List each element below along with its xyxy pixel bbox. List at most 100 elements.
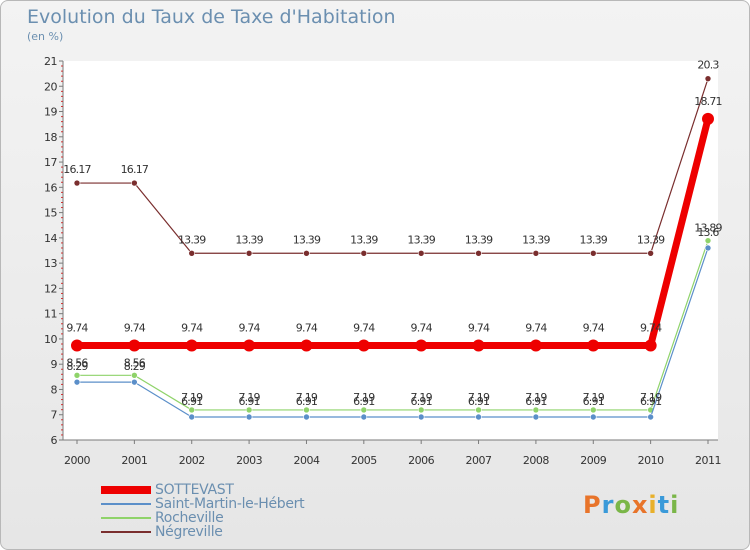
data-label-n-greville: 13.39	[293, 233, 321, 246]
series-point-rocheville	[532, 406, 540, 414]
legend-swatch-saint-martin	[101, 503, 151, 505]
x-tick-label: 2011	[695, 454, 721, 467]
data-label-rocheville: 7.19	[411, 391, 433, 404]
series-point-sottevast	[185, 339, 198, 352]
y-tick-label: 15	[44, 207, 57, 220]
series-point-n-greville	[131, 179, 138, 187]
data-label-rocheville: 8.56	[124, 356, 146, 369]
series-point-sottevast	[472, 339, 485, 352]
chart-axes: 6 7 8 9 10 11 12 13 14 15 16 17 18 19 20 21 2000 2001 2002…	[44, 55, 722, 467]
y-tick-label: 7	[51, 409, 58, 422]
logo-letter: r	[601, 491, 615, 519]
series-point-rocheville	[589, 406, 597, 414]
y-tick-label: 14	[44, 232, 57, 245]
data-label-saint-martin-le-h-bert: 13.6	[697, 226, 719, 239]
series-point-sottevast	[529, 339, 542, 352]
chart-title: Evolution du Taux de Taxe d'Habitation	[27, 6, 396, 28]
legend-label-sottevast: SOTTEVAST	[155, 482, 234, 498]
series-line-rocheville	[77, 240, 709, 411]
series-point-n-greville	[589, 249, 597, 257]
series-point-n-greville	[303, 249, 310, 257]
legend-swatch-sottevast	[101, 486, 151, 494]
y-tick-label: 17	[44, 156, 57, 169]
series-line-saint-martin-le-h-bert	[77, 247, 709, 418]
series-point-rocheville	[188, 406, 196, 414]
series-point-n-greville	[360, 249, 368, 257]
legend-label-negreville: Négreville	[155, 524, 223, 540]
x-tick-label: 2010	[638, 454, 664, 467]
logo-letter: t	[657, 491, 671, 519]
series-point-saint-martin-le-h-bert	[360, 413, 368, 421]
series-point-sottevast	[357, 339, 370, 352]
data-label-saint-martin-le-h-bert: 6.91	[181, 395, 202, 408]
y-tick-label: 6	[51, 434, 58, 447]
y-tick-label: 20	[44, 80, 57, 93]
series-point-n-greville	[245, 249, 253, 257]
y-tick-label: 21	[44, 55, 57, 68]
series-point-saint-martin-le-h-bert	[188, 413, 196, 421]
series-point-n-greville	[704, 75, 712, 82]
data-label-n-greville: 13.39	[235, 233, 263, 246]
series-point-rocheville	[73, 372, 81, 379]
data-label-rocheville: 8.56	[66, 356, 88, 369]
data-label-rocheville: 7.19	[468, 391, 490, 404]
data-label-n-greville: 13.39	[522, 233, 550, 246]
y-tick-label: 16	[44, 181, 57, 194]
series-point-rocheville	[303, 406, 310, 414]
logo-letter: P	[583, 491, 602, 519]
series-point-rocheville	[131, 372, 138, 379]
data-label-sottevast: 9.74	[124, 322, 146, 335]
y-tick-label: 12	[44, 282, 57, 295]
data-label-saint-martin-le-h-bert: 6.91	[583, 395, 604, 408]
data-label-n-greville: 16.17	[63, 163, 91, 176]
series-point-saint-martin-le-h-bert	[417, 413, 425, 421]
series-point-saint-martin-le-h-bert	[73, 378, 81, 386]
series-point-rocheville	[245, 406, 253, 414]
data-label-rocheville: 7.19	[583, 391, 605, 404]
data-label-n-greville: 13.39	[465, 233, 493, 246]
x-tick-label: 2001	[121, 454, 147, 467]
y-tick-label: 13	[44, 257, 57, 270]
y-tick-label: 9	[51, 358, 58, 371]
chart-value-labels: 16.17 16.17 13.39 13.39 13.39 13.39 13.39 13.39…	[63, 59, 723, 408]
x-tick-label: 2004	[293, 454, 319, 467]
data-label-n-greville: 13.39	[350, 233, 378, 246]
data-label-saint-martin-le-h-bert: 6.91	[296, 395, 317, 408]
data-label-rocheville: 13.89	[694, 222, 722, 235]
data-label-n-greville: 13.39	[178, 233, 206, 246]
data-label-n-greville: 20.3	[697, 59, 719, 72]
series-point-saint-martin-le-h-bert	[245, 413, 253, 421]
series-point-saint-martin-le-h-bert	[532, 413, 540, 421]
series-point-n-greville	[647, 249, 654, 257]
data-label-saint-martin-le-h-bert: 6.91	[468, 395, 489, 408]
x-tick-label: 2003	[236, 454, 262, 467]
data-label-sottevast: 9.74	[296, 322, 318, 335]
y-tick-label: 10	[44, 333, 57, 346]
y-tick-label: 8	[51, 383, 58, 396]
x-tick-label: 2005	[351, 454, 377, 467]
legend-label-rocheville: Rocheville	[155, 510, 224, 526]
series-line-sottevast	[77, 118, 712, 350]
x-tick-label: 2000	[64, 454, 90, 467]
series-point-sottevast	[243, 339, 256, 352]
series-point-saint-martin-le-h-bert	[303, 413, 310, 421]
proxiti-logo: Proxiti	[583, 491, 679, 519]
data-label-sottevast: 9.74	[525, 322, 547, 335]
series-point-sottevast	[128, 339, 141, 352]
series-point-saint-martin-le-h-bert	[647, 413, 654, 421]
series-point-rocheville	[417, 406, 425, 414]
x-tick-label: 2009	[580, 454, 606, 467]
legend-swatch-rocheville	[101, 517, 151, 519]
data-label-rocheville: 7.19	[181, 391, 203, 404]
data-label-sottevast: 9.74	[468, 322, 490, 335]
logo-letter: o	[614, 491, 632, 519]
logo-letter: x	[631, 491, 649, 519]
logo-letter: i	[670, 491, 680, 519]
data-label-rocheville: 7.19	[296, 391, 318, 404]
data-label-saint-martin-le-h-bert: 6.91	[411, 395, 432, 408]
series-point-n-greville	[532, 249, 540, 257]
data-label-saint-martin-le-h-bert: 6.91	[353, 395, 374, 408]
data-label-n-greville: 16.17	[121, 163, 149, 176]
